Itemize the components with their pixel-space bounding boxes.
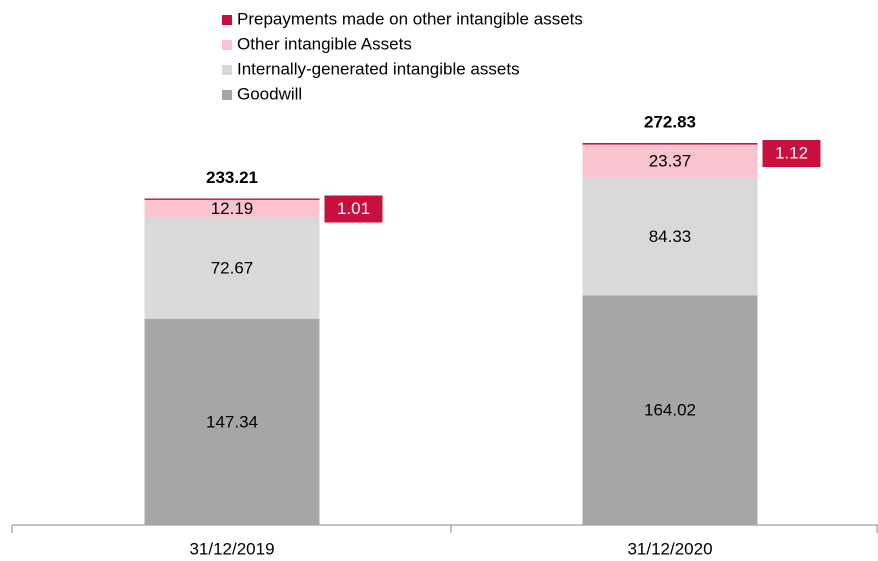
data-label: 1.12 bbox=[775, 144, 808, 163]
label-box bbox=[762, 140, 821, 168]
legend-swatch bbox=[222, 90, 232, 100]
legend-swatch bbox=[222, 40, 232, 50]
bar-segment bbox=[144, 318, 320, 525]
bar-segment bbox=[582, 143, 758, 145]
bar-segment bbox=[144, 198, 320, 200]
bar-segment bbox=[582, 144, 758, 178]
legend-label: Goodwill bbox=[237, 84, 302, 103]
bar-segment bbox=[144, 216, 320, 319]
legend-swatch bbox=[222, 65, 232, 75]
data-label: 147.34 bbox=[206, 412, 258, 431]
x-tick-label: 31/12/2020 bbox=[627, 539, 712, 558]
data-label: 12.19 bbox=[211, 199, 254, 218]
total-label: 233.21 bbox=[206, 168, 258, 187]
total-label: 272.83 bbox=[644, 113, 696, 132]
bar-segment bbox=[582, 177, 758, 296]
bar-segment bbox=[144, 199, 320, 217]
legend-label: Other intangible Assets bbox=[237, 34, 412, 53]
legend-label: Internally-generated intangible assets bbox=[237, 59, 520, 78]
x-tick-label: 31/12/2019 bbox=[189, 539, 274, 558]
legend-label: Prepayments made on other intangible ass… bbox=[237, 9, 583, 28]
data-label: 1.01 bbox=[337, 199, 370, 218]
legend-swatch bbox=[222, 15, 232, 25]
label-box bbox=[324, 195, 383, 223]
data-label: 23.37 bbox=[649, 151, 692, 170]
data-label: 164.02 bbox=[644, 401, 696, 420]
data-label: 72.67 bbox=[211, 258, 254, 277]
bar-segment bbox=[582, 295, 758, 525]
data-label: 84.33 bbox=[649, 227, 692, 246]
